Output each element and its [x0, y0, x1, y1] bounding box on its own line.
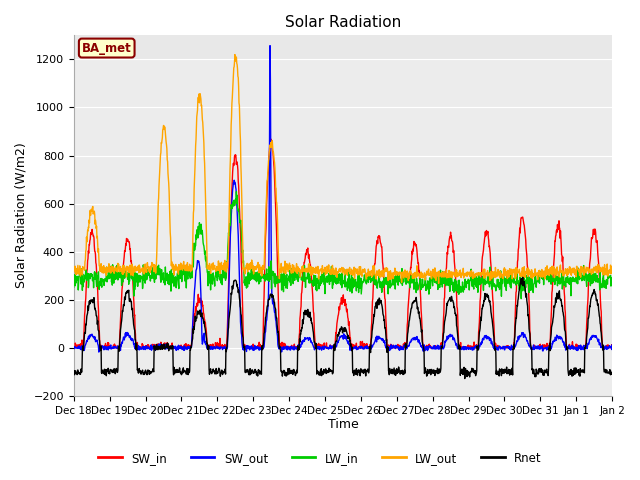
Bar — [74, 204, 612, 252]
Line: LW_in: LW_in — [74, 192, 640, 299]
X-axis label: Time: Time — [328, 419, 358, 432]
Bar — [74, 348, 612, 396]
LW_out — [346, 271, 354, 276]
SW_out — [336, 335, 344, 340]
LW_in — [637, 279, 640, 285]
Rnet — [346, 338, 353, 344]
LW_out — [637, 263, 640, 269]
SW_in — [346, 336, 354, 341]
Rnet — [70, 368, 77, 374]
LW_out — [231, 52, 239, 58]
Line: Rnet: Rnet — [74, 277, 640, 379]
LW_in — [517, 296, 525, 301]
Rnet — [519, 275, 527, 280]
SW_in — [159, 345, 167, 351]
SW_in — [335, 304, 343, 310]
SW_out — [266, 43, 274, 48]
Title: Solar Radiation: Solar Radiation — [285, 15, 401, 30]
Text: BA_met: BA_met — [82, 42, 132, 55]
SW_in — [267, 136, 275, 142]
LW_in — [159, 270, 167, 276]
Bar — [74, 108, 612, 156]
LW_in — [70, 284, 77, 290]
LW_in — [232, 189, 240, 194]
Y-axis label: Solar Radiation (W/m2): Solar Radiation (W/m2) — [15, 143, 28, 288]
SW_in — [580, 345, 588, 351]
SW_out — [637, 345, 640, 350]
Bar — [74, 156, 612, 204]
LW_in — [497, 284, 504, 290]
LW_out — [70, 269, 77, 275]
SW_in — [637, 343, 640, 349]
SW_out — [497, 346, 504, 352]
Rnet — [637, 369, 640, 374]
Rnet — [497, 367, 504, 373]
Line: SW_in: SW_in — [74, 139, 640, 348]
SW_out — [70, 344, 77, 350]
SW_out — [95, 349, 102, 355]
Line: SW_out: SW_out — [74, 46, 640, 352]
LW_in — [346, 288, 354, 294]
LW_out — [335, 266, 343, 272]
Bar — [74, 60, 612, 108]
LW_in — [581, 274, 589, 279]
Rnet — [461, 376, 468, 382]
LW_out — [497, 270, 504, 276]
LW_out — [159, 122, 167, 128]
SW_in — [70, 345, 77, 351]
SW_out — [581, 343, 589, 349]
LW_in — [335, 271, 343, 277]
LW_out — [581, 265, 589, 271]
SW_in — [497, 345, 504, 351]
Rnet — [335, 330, 342, 336]
Rnet — [159, 344, 167, 349]
Legend: SW_in, SW_out, LW_in, LW_out, Rnet: SW_in, SW_out, LW_in, LW_out, Rnet — [93, 447, 547, 469]
LW_out — [435, 280, 442, 286]
Rnet — [581, 345, 589, 350]
SW_out — [160, 342, 168, 348]
Bar — [74, 252, 612, 300]
Line: LW_out: LW_out — [74, 55, 640, 283]
SW_out — [346, 343, 354, 349]
